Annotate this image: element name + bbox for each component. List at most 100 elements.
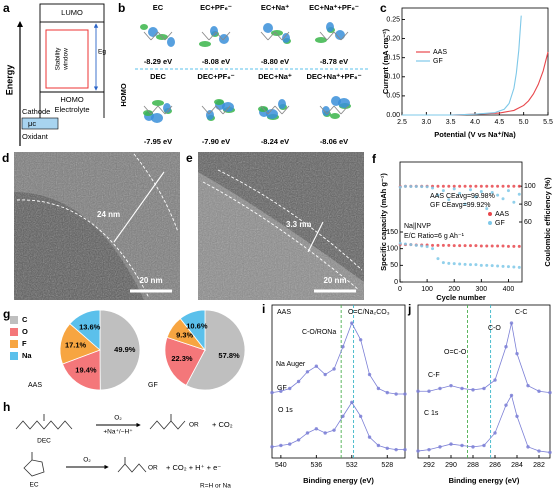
molecule-orbital (206, 99, 235, 121)
data-point (385, 446, 389, 450)
orbital-lobe (151, 113, 163, 123)
bond (208, 31, 217, 41)
data-point (496, 264, 500, 268)
data-point (482, 386, 486, 391)
pie-slice (69, 309, 101, 351)
data-point (474, 263, 478, 267)
pie-value-label: 10.6% (186, 322, 208, 331)
data-point (441, 243, 445, 247)
bond (260, 31, 269, 41)
data-point (548, 450, 552, 455)
orbital-lobe (199, 41, 211, 47)
data-point (394, 447, 398, 452)
data-point (409, 184, 413, 188)
orbital-lobe (322, 106, 330, 116)
data-point (447, 243, 451, 247)
data-point (504, 403, 508, 407)
data-point (416, 449, 420, 453)
bond (215, 105, 224, 115)
data-point (506, 184, 510, 188)
legend-label: Na (22, 351, 32, 360)
data-point (403, 447, 407, 452)
x-tick-label: 288 (467, 462, 479, 469)
data-point (447, 198, 451, 202)
data-point (460, 443, 464, 448)
annotation: O=C-O (444, 349, 467, 356)
y-tick-label: 0.05 (386, 93, 400, 100)
annotation: O 1s (278, 407, 293, 414)
data-point (485, 207, 489, 211)
plot-frame (271, 304, 406, 459)
x-tick-label: 540 (275, 462, 287, 469)
data-point (490, 264, 494, 268)
reagent-label: O₂ (114, 415, 122, 422)
data-point (431, 243, 435, 247)
data-point (296, 379, 301, 384)
x-tick-label: 286 (489, 462, 501, 469)
legend-swatch (10, 352, 18, 360)
y2-tick-label: 80 (524, 201, 532, 208)
data-point (420, 185, 424, 189)
legend-swatch (10, 316, 18, 324)
homo-energy: -8.80 eV (261, 57, 289, 66)
product-skeleton (149, 420, 186, 430)
legend-swatch (488, 212, 492, 216)
data-point (482, 443, 486, 448)
bond (274, 105, 283, 115)
molecule-orbital (199, 26, 229, 47)
data-point (452, 262, 456, 266)
homo-axis-label: HOMO (119, 83, 128, 106)
orbital-lobe (258, 106, 268, 112)
series-label: GF (277, 385, 287, 392)
byproduct-label: + CO₂ (212, 420, 233, 429)
orbital-lobe (266, 109, 278, 119)
data-point (468, 244, 472, 248)
pie-slice (185, 309, 246, 391)
data-point (479, 263, 483, 267)
y2-axis-label: Coulombic efficiency (%) (543, 177, 552, 267)
eg-label: Eg (98, 49, 106, 56)
x-tick-label: 4.0 (470, 119, 480, 126)
molecule-name: EC+PF₆⁻ (200, 3, 232, 12)
data-point (471, 388, 475, 392)
data-point (496, 244, 500, 248)
orbital-lobe (152, 100, 164, 106)
bond (326, 105, 335, 115)
y2-tick-label: 60 (524, 219, 532, 226)
x-axis-label: Cycle number (436, 293, 486, 302)
x-tick-label: 5.0 (519, 119, 529, 126)
x-tick-label: 290 (445, 462, 457, 469)
data-point (296, 438, 301, 442)
annotation: C-O (488, 325, 501, 332)
data-point (463, 202, 467, 206)
stability-label: Stability (55, 47, 62, 71)
data-point (341, 345, 345, 349)
reagent-label: O₂ (83, 457, 91, 464)
bond (281, 31, 290, 41)
data-point (501, 244, 505, 248)
data-point (398, 241, 402, 245)
annotation: C-O/RONa (302, 329, 336, 336)
annotation: C-F (428, 372, 440, 379)
group-label: OR (148, 465, 158, 472)
legend-swatch (10, 328, 18, 336)
orbital-lobe (330, 113, 340, 119)
data-point (350, 400, 354, 405)
window-label: window (63, 48, 70, 71)
data-point (416, 389, 420, 393)
pie-value-label: 13.6% (79, 322, 101, 331)
annotation: O=C/Na₂CO₃ (348, 309, 390, 316)
bond (201, 31, 210, 41)
bond (143, 105, 152, 115)
annotation: AAS CEavg=99.98% (430, 193, 495, 200)
legend-swatch (488, 221, 492, 225)
thickness-arrow (307, 221, 324, 253)
data-point (463, 184, 467, 188)
orbital-lobe (167, 37, 175, 47)
data-point (517, 184, 521, 188)
outer-line (217, 169, 363, 271)
bond (267, 31, 276, 41)
series-line (418, 322, 551, 394)
data-point (441, 261, 445, 265)
panel-label: f (372, 152, 377, 166)
